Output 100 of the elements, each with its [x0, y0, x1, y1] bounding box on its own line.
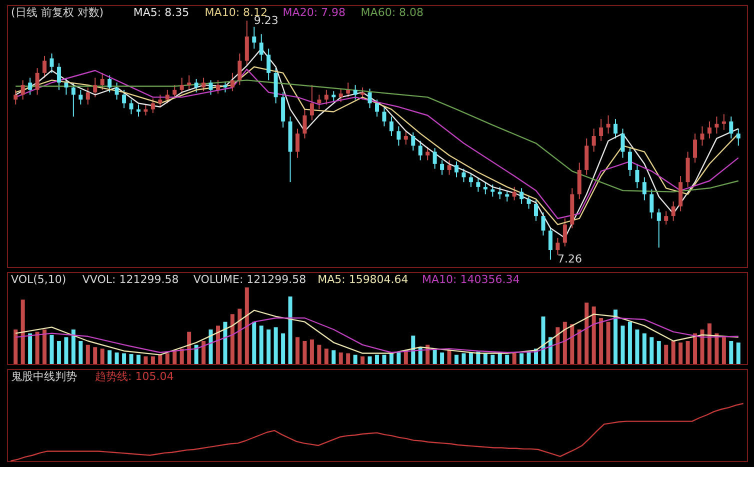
- candlestick: [324, 89, 328, 105]
- bar: [129, 354, 134, 364]
- bar: [584, 302, 589, 364]
- bar: [614, 310, 618, 364]
- candlestick: [375, 99, 379, 118]
- candlestick: [35, 68, 40, 96]
- candlestick: [187, 74, 192, 90]
- candlestick: [642, 176, 646, 201]
- candlestick: [252, 26, 256, 50]
- bar: [353, 354, 358, 364]
- bar: [295, 337, 300, 364]
- bar: [346, 353, 350, 364]
- candlestick: [158, 94, 162, 108]
- bar: [389, 353, 394, 364]
- bar: [216, 326, 220, 364]
- bar: [686, 341, 690, 364]
- bar: [86, 344, 90, 364]
- bar: [462, 353, 466, 364]
- candlestick: [266, 48, 271, 81]
- candlestick: [295, 128, 300, 158]
- bar: [302, 341, 307, 364]
- candlestick: [302, 108, 307, 139]
- candlestick: [382, 106, 386, 127]
- bar: [599, 318, 604, 364]
- candlestick: [71, 82, 76, 118]
- candlestick: [693, 133, 698, 164]
- candlestick: [411, 132, 416, 152]
- bar: [274, 327, 278, 364]
- candlestick: [346, 82, 350, 98]
- bar: [56, 341, 61, 364]
- candlestick: [476, 178, 480, 192]
- text: VOLUME: 121299.58: [193, 273, 306, 286]
- bar: [541, 316, 546, 364]
- bar: [577, 330, 582, 364]
- candlestick: [736, 128, 740, 146]
- bar: [93, 347, 98, 364]
- candlestick: [368, 88, 372, 109]
- candlestick: [165, 89, 170, 104]
- bar: [238, 308, 242, 364]
- bar: [382, 354, 386, 364]
- bar: [736, 342, 740, 364]
- candlestick: [534, 200, 538, 222]
- bar: [28, 333, 32, 364]
- candlestick: [396, 126, 401, 146]
- bar: [50, 334, 54, 364]
- bar: [108, 350, 112, 364]
- candlestick: [548, 226, 552, 260]
- candlestick: [114, 82, 119, 100]
- bar: [244, 287, 249, 364]
- candlestick: [707, 120, 712, 139]
- candlestick: [64, 77, 68, 96]
- bar: [165, 353, 170, 364]
- candlestick: [86, 86, 90, 105]
- candlestick: [462, 168, 466, 183]
- bar: [310, 339, 314, 364]
- candlestick: [483, 182, 488, 195]
- bar: [440, 352, 444, 364]
- bar: [202, 341, 206, 364]
- bar: [650, 337, 654, 364]
- bar: [332, 350, 336, 364]
- candlestick: [208, 80, 213, 96]
- bar: [729, 341, 734, 364]
- bar: [562, 322, 567, 364]
- bar: [693, 333, 698, 364]
- text: MA10: 140356.34: [422, 273, 520, 286]
- candlestick: [238, 53, 242, 86]
- text: MA5: 8.35: [133, 6, 190, 19]
- bar: [512, 352, 516, 364]
- bar: [396, 352, 401, 364]
- candlestick: [541, 212, 546, 236]
- bar: [20, 300, 25, 364]
- bar: [42, 330, 47, 364]
- candlestick: [440, 160, 444, 176]
- candlestick: [562, 218, 567, 247]
- bar: [447, 350, 452, 364]
- chart-title: (日线 前复权 对数): [11, 6, 104, 19]
- candlestick: [108, 74, 112, 93]
- candlestick: [468, 173, 473, 188]
- bar: [664, 344, 668, 364]
- bar: [288, 296, 292, 364]
- candlestick: [259, 34, 264, 62]
- candlestick: [671, 201, 676, 222]
- candlestick: [317, 94, 322, 110]
- candlestick: [606, 114, 610, 134]
- bar: [635, 330, 640, 364]
- bar: [432, 348, 437, 364]
- bar: [14, 330, 18, 364]
- candlestick: [714, 116, 719, 134]
- candlestick: [20, 80, 25, 100]
- candlestick: [50, 53, 54, 74]
- text: MA5: 159804.64: [318, 273, 408, 286]
- candlestick: [620, 128, 625, 158]
- candlestick: [338, 88, 343, 103]
- bar: [317, 344, 322, 364]
- text: MA60: 8.08: [360, 6, 424, 19]
- bar: [454, 354, 459, 364]
- candlestick: [230, 72, 234, 92]
- bar: [483, 353, 488, 364]
- candlestick: [556, 237, 560, 256]
- text: 趋势线: 105.04: [95, 370, 174, 383]
